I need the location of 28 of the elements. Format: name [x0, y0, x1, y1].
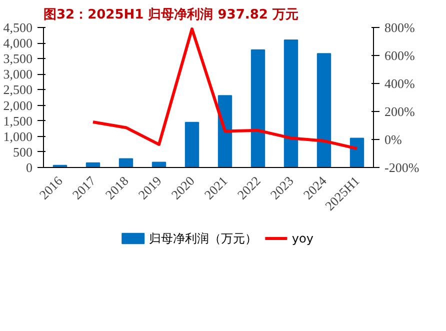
- legend-label: yoy: [292, 232, 314, 246]
- y-tick-label: 2,500: [3, 82, 32, 98]
- y2-tick-label: 600%: [384, 48, 415, 63]
- bar: [118, 158, 134, 168]
- bar: [350, 138, 364, 168]
- y-tick-label: 0: [26, 160, 32, 175]
- y2-tick-label: 200%: [384, 104, 415, 119]
- y-tick-label: 4,000: [3, 36, 32, 51]
- y-tick-label: 2,000: [3, 98, 32, 113]
- y-tick-label: 1,500: [3, 113, 32, 128]
- y-tick-label: 3,000: [3, 66, 32, 82]
- legend-label: 归母净利润（万元）: [148, 232, 257, 246]
- y2-tick-label: -200%: [384, 160, 420, 175]
- bar: [284, 39, 298, 168]
- y2-tick-label: 800%: [384, 20, 415, 35]
- bar: [316, 53, 332, 168]
- line-series: [92, 28, 358, 150]
- bar: [152, 162, 166, 168]
- chart-title: 图32：2025H1 归母净利润 937.82 万元: [44, 6, 298, 22]
- y2-tick-label: 400%: [384, 76, 415, 91]
- y-tick-label: 1,000: [3, 128, 32, 144]
- bar: [218, 95, 232, 168]
- bar: [250, 49, 266, 168]
- bar: [184, 122, 200, 168]
- y-tick-label: 500: [13, 144, 32, 160]
- y2-tick-label: 0%: [384, 132, 402, 147]
- y-tick-label: 4,500: [3, 20, 32, 35]
- y-tick-label: 3,500: [3, 51, 32, 66]
